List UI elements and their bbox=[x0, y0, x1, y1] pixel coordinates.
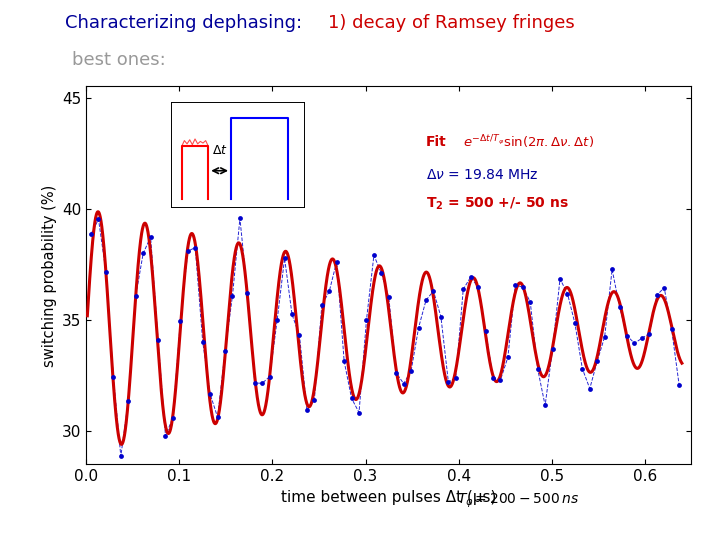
Point bbox=[107, 373, 119, 382]
Point bbox=[383, 293, 395, 302]
Point bbox=[256, 379, 268, 388]
Point bbox=[249, 379, 261, 387]
Point bbox=[435, 312, 446, 321]
Point bbox=[160, 431, 171, 440]
Point bbox=[465, 273, 477, 281]
Point bbox=[420, 296, 432, 305]
Point bbox=[212, 413, 223, 422]
Point bbox=[629, 339, 640, 348]
Point bbox=[599, 333, 611, 341]
Point bbox=[495, 376, 506, 384]
Point bbox=[569, 319, 580, 328]
Point bbox=[323, 287, 335, 296]
Point bbox=[524, 298, 536, 306]
Point bbox=[562, 289, 573, 298]
Point bbox=[130, 292, 141, 300]
Point bbox=[368, 251, 379, 260]
Point bbox=[413, 323, 424, 332]
Text: $\mathbf{T_2}$ = 500 +/- 50 ns: $\mathbf{T_2}$ = 500 +/- 50 ns bbox=[426, 196, 569, 212]
Point bbox=[115, 452, 127, 461]
Point bbox=[659, 284, 670, 292]
Point bbox=[309, 396, 320, 404]
Point bbox=[457, 285, 469, 294]
Point bbox=[331, 258, 343, 266]
Point bbox=[354, 408, 365, 417]
Point bbox=[271, 316, 283, 325]
Point bbox=[591, 357, 603, 366]
Point bbox=[666, 325, 678, 334]
Point bbox=[338, 357, 350, 366]
Point bbox=[651, 291, 662, 300]
Point bbox=[450, 374, 462, 382]
Point bbox=[606, 265, 618, 274]
Point bbox=[93, 215, 104, 224]
Point bbox=[197, 338, 209, 346]
Text: $T_\varphi = 200 - 500\,ns$: $T_\varphi = 200 - 500\,ns$ bbox=[457, 492, 580, 510]
Point bbox=[220, 347, 231, 356]
Point bbox=[85, 230, 96, 238]
Point bbox=[673, 381, 685, 389]
Point bbox=[621, 332, 633, 340]
Point bbox=[636, 334, 648, 342]
Point bbox=[546, 345, 558, 353]
Point bbox=[145, 233, 156, 241]
Text: Fit: Fit bbox=[426, 135, 447, 149]
Point bbox=[264, 372, 276, 381]
Point bbox=[242, 288, 253, 297]
Point bbox=[175, 316, 186, 325]
Point bbox=[554, 274, 566, 283]
Text: best ones:: best ones: bbox=[72, 51, 166, 69]
Point bbox=[376, 269, 387, 278]
Point bbox=[294, 331, 305, 340]
Point bbox=[316, 301, 328, 309]
Point bbox=[234, 214, 246, 222]
Point bbox=[502, 353, 513, 361]
Point bbox=[510, 280, 521, 289]
Point bbox=[577, 364, 588, 373]
Point bbox=[443, 377, 454, 386]
Y-axis label: switching probability (%): switching probability (%) bbox=[42, 184, 57, 367]
Point bbox=[472, 283, 484, 292]
Point bbox=[204, 390, 216, 399]
Text: $\Delta\nu$ = 19.84 MHz: $\Delta\nu$ = 19.84 MHz bbox=[426, 168, 539, 183]
Point bbox=[398, 380, 410, 388]
Point bbox=[138, 249, 149, 258]
Point bbox=[189, 243, 201, 252]
Point bbox=[487, 374, 499, 382]
Point bbox=[153, 335, 164, 344]
Point bbox=[405, 366, 417, 375]
Point bbox=[532, 364, 544, 373]
Point bbox=[613, 302, 625, 311]
Point bbox=[644, 329, 655, 338]
X-axis label: time between pulses Δt (μs): time between pulses Δt (μs) bbox=[281, 490, 497, 505]
Point bbox=[584, 384, 595, 393]
Text: $e^{-\Delta t/T_\varphi}$$\sin(2\pi.\Delta\nu.\Delta t)$: $e^{-\Delta t/T_\varphi}$$\sin(2\pi.\Del… bbox=[463, 133, 594, 151]
Point bbox=[346, 394, 357, 403]
Point bbox=[100, 267, 112, 276]
Point bbox=[390, 368, 402, 377]
Point bbox=[428, 287, 439, 295]
Point bbox=[517, 283, 528, 292]
Point bbox=[361, 316, 372, 325]
Point bbox=[539, 401, 551, 410]
Point bbox=[122, 396, 134, 405]
Point bbox=[287, 310, 298, 319]
Point bbox=[480, 327, 491, 335]
Text: 1) decay of Ramsey fringes: 1) decay of Ramsey fringes bbox=[328, 14, 575, 31]
Point bbox=[279, 254, 290, 262]
Point bbox=[182, 247, 194, 255]
Point bbox=[167, 413, 179, 422]
Point bbox=[227, 292, 238, 300]
Point bbox=[301, 406, 312, 415]
Text: Characterizing dephasing:: Characterizing dephasing: bbox=[65, 14, 313, 31]
